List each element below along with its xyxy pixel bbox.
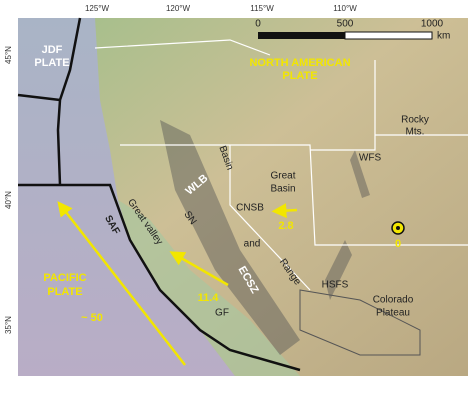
lon-label: 115°W bbox=[250, 4, 274, 13]
scale-unit: km bbox=[437, 31, 450, 42]
lon-label: 125°W bbox=[85, 4, 110, 13]
fault-label: WFS bbox=[359, 153, 382, 164]
velocity-label: ~ 50 bbox=[81, 312, 103, 324]
plateau-outline bbox=[299, 289, 421, 356]
lowland bbox=[118, 200, 300, 376]
scale-label: 1000 bbox=[421, 19, 444, 30]
plate-label: PLATE bbox=[34, 57, 69, 69]
region-label: and bbox=[244, 239, 261, 250]
plate-label: NORTH AMERICAN bbox=[249, 57, 350, 69]
region-label: Rocky bbox=[401, 115, 429, 126]
fault-label: GF bbox=[215, 308, 229, 319]
reference-dot bbox=[396, 226, 400, 230]
region-label: Basin bbox=[270, 184, 295, 195]
lon-label: 110°W bbox=[333, 4, 357, 13]
fault-label: HSFS bbox=[322, 280, 349, 291]
region-label: Great bbox=[270, 171, 295, 182]
velocity-arrows bbox=[57, 201, 298, 366]
scale-bar-white bbox=[344, 31, 433, 40]
velocity-label: 0 bbox=[395, 238, 401, 250]
plate-boundaries bbox=[17, 17, 301, 372]
plate-label: PLATE bbox=[47, 286, 82, 298]
lat-label: 45°N bbox=[4, 46, 13, 64]
plate-label: PLATE bbox=[282, 70, 317, 82]
scale-label: 500 bbox=[337, 19, 354, 30]
plate-label: PACIFIC bbox=[43, 272, 86, 284]
lat-label: 35°N bbox=[4, 316, 13, 334]
borders bbox=[94, 39, 468, 291]
lat-label: 40°N bbox=[4, 191, 13, 209]
hsfs-zone bbox=[325, 240, 352, 300]
ocean bbox=[18, 18, 235, 376]
region-label: Mts. bbox=[406, 127, 425, 138]
lon-label: 120°W bbox=[166, 4, 191, 13]
region-label: Plateau bbox=[376, 308, 410, 319]
scale-bar-black bbox=[258, 32, 345, 39]
velocity-label: 2.8 bbox=[278, 220, 293, 232]
shear-zone bbox=[160, 120, 300, 355]
plate-label: JDF bbox=[42, 44, 63, 56]
wfs-zone bbox=[350, 150, 370, 198]
scale-label: 0 bbox=[255, 19, 261, 30]
velocity-label: 11.4 bbox=[198, 292, 220, 304]
region-label: Colorado bbox=[373, 295, 414, 306]
fault-label: CNSB bbox=[236, 203, 264, 214]
